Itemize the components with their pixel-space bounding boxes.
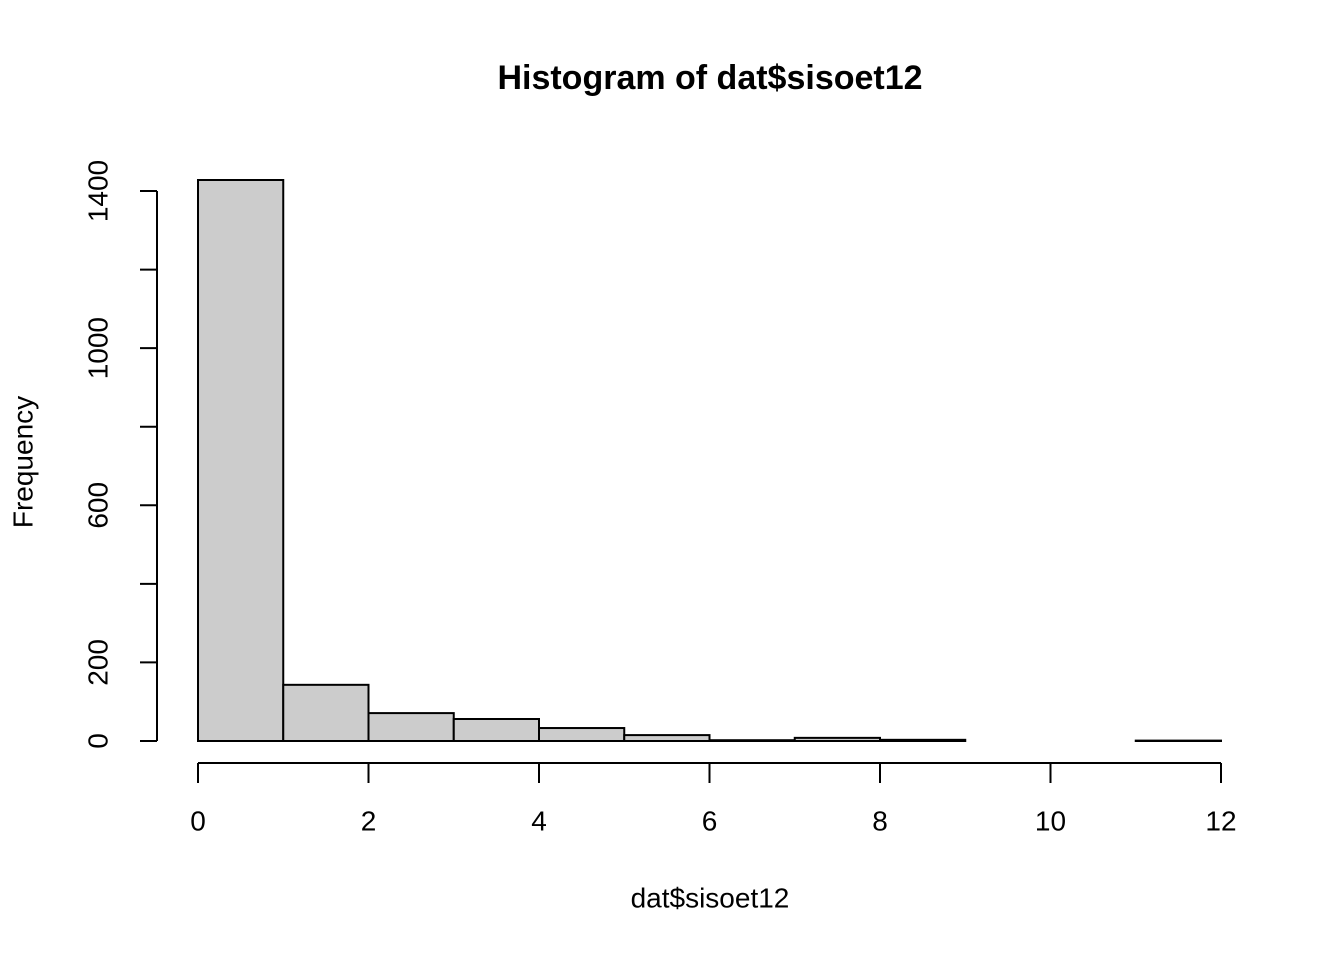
bar [538, 727, 626, 742]
x-tick-label: 8 [872, 805, 888, 836]
x-axis-label: dat$sisoet12 [631, 882, 790, 913]
bar [708, 739, 796, 743]
y-tick-label: 1400 [82, 160, 113, 222]
bar [452, 718, 540, 742]
x-tick-label: 6 [702, 805, 718, 836]
x-tick-label: 0 [190, 805, 206, 836]
y-tick-label: 200 [82, 639, 113, 686]
bar [793, 736, 881, 742]
x-tick-label: 10 [1035, 805, 1066, 836]
y-axis-label: Frequency [7, 396, 38, 528]
bar [282, 683, 370, 742]
y-tick-label: 0 [82, 733, 113, 749]
y-tick-label: 1000 [82, 317, 113, 379]
x-tick-label: 4 [531, 805, 547, 836]
bar [879, 738, 967, 742]
bar [367, 712, 455, 742]
bar [197, 179, 285, 742]
bar [623, 734, 711, 742]
y-tick-label: 600 [82, 482, 113, 529]
x-tick-label: 12 [1205, 805, 1236, 836]
chart-title: Histogram of dat$sisoet12 [497, 59, 922, 97]
x-tick-label: 2 [361, 805, 377, 836]
